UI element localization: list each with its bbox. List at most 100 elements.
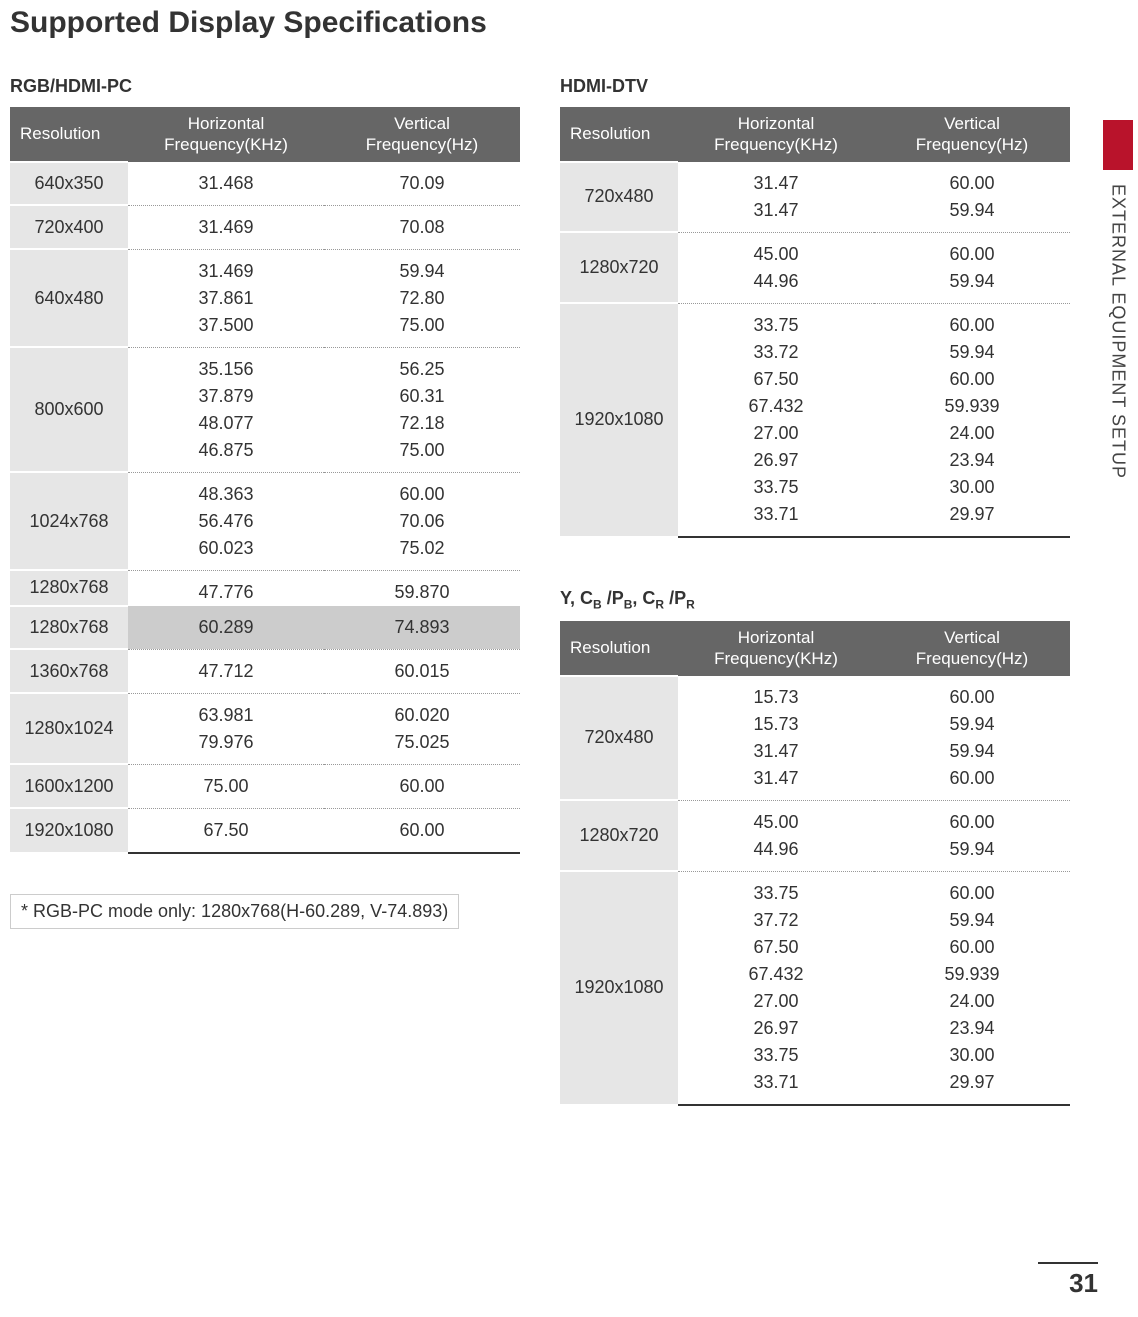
table-row: 1920x108067.5060.00 <box>10 808 520 853</box>
cell-vfreq: 60.00 70.06 75.02 <box>324 472 520 570</box>
col-resolution: Resolution <box>560 107 678 162</box>
col-vfreq: Vertical Frequency(Hz) <box>874 621 1070 676</box>
table-row: 1600x120075.0060.00 <box>10 764 520 808</box>
cell-resolution: 640x480 <box>10 249 128 347</box>
cell-vfreq: 60.00 59.94 <box>874 800 1070 871</box>
cell-resolution: 1280x720 <box>560 800 678 871</box>
cell-resolution: 720x480 <box>560 676 678 801</box>
hdmi-dtv-title: HDMI-DTV <box>560 76 1070 97</box>
col-vfreq: Vertical Frequency(Hz) <box>874 107 1070 162</box>
table-row: 1280x102463.981 79.97660.020 75.025 <box>10 693 520 764</box>
cell-vfreq: 60.00 59.94 59.94 60.00 <box>874 676 1070 801</box>
table-row: 1280x72045.00 44.9660.00 59.94 <box>560 800 1070 871</box>
section-label: EXTERNAL EQUIPMENT SETUP <box>1108 184 1129 479</box>
col-resolution: Resolution <box>560 621 678 676</box>
cell-resolution: 1280x768 <box>10 570 128 606</box>
cell-hfreq: 47.776 <box>128 570 324 606</box>
table-row: 1360x76847.71260.015 <box>10 649 520 693</box>
page-number: 31 <box>1038 1262 1098 1299</box>
cell-hfreq: 45.00 44.96 <box>678 800 874 871</box>
cell-hfreq: 47.712 <box>128 649 324 693</box>
rgb-hdmi-pc-title: RGB/HDMI-PC <box>10 76 520 97</box>
col-vfreq: Vertical Frequency(Hz) <box>324 107 520 162</box>
hdmi-dtv-table: Resolution Horizontal Frequency(KHz) Ver… <box>560 107 1070 538</box>
cell-vfreq: 60.020 75.025 <box>324 693 520 764</box>
cell-hfreq: 45.00 44.96 <box>678 232 874 303</box>
cell-resolution: 1920x1080 <box>560 871 678 1105</box>
right-column: HDMI-DTV Resolution Horizontal Frequency… <box>560 76 1070 1106</box>
table-row: 640x48031.469 37.861 37.50059.94 72.80 7… <box>10 249 520 347</box>
col-resolution: Resolution <box>10 107 128 162</box>
t: Y, C <box>560 588 593 608</box>
content-columns: RGB/HDMI-PC Resolution Horizontal Freque… <box>10 76 1098 1106</box>
cell-hfreq: 35.156 37.879 48.077 46.875 <box>128 347 324 472</box>
rgb-hdmi-pc-tbody: 640x35031.46870.09720x40031.46970.08640x… <box>10 162 520 853</box>
cell-vfreq: 70.08 <box>324 205 520 249</box>
cell-vfreq: 60.00 59.94 60.00 59.939 24.00 23.94 30.… <box>874 871 1070 1105</box>
cell-resolution: 1280x720 <box>560 232 678 303</box>
t: /P <box>664 588 686 608</box>
t: R <box>686 597 695 611</box>
table-row: 1280x76860.28974.893 <box>10 606 520 650</box>
cell-resolution: 720x400 <box>10 205 128 249</box>
table-row: 720x48031.47 31.4760.00 59.94 <box>560 162 1070 233</box>
col-hfreq: Horizontal Frequency(KHz) <box>678 107 874 162</box>
t: R <box>655 597 664 611</box>
cell-vfreq: 60.00 <box>324 808 520 853</box>
side-tab: EXTERNAL EQUIPMENT SETUP <box>1098 120 1138 479</box>
page-content: Supported Display Specifications RGB/HDM… <box>0 0 1138 1106</box>
cell-hfreq: 33.75 37.72 67.50 67.432 27.00 26.97 33.… <box>678 871 874 1105</box>
cell-resolution: 1280x1024 <box>10 693 128 764</box>
cell-vfreq: 56.25 60.31 72.18 75.00 <box>324 347 520 472</box>
left-column: RGB/HDMI-PC Resolution Horizontal Freque… <box>10 76 520 1106</box>
table-row: 640x35031.46870.09 <box>10 162 520 206</box>
rgb-hdmi-pc-table: Resolution Horizontal Frequency(KHz) Ver… <box>10 107 520 854</box>
cell-resolution: 1920x1080 <box>10 808 128 853</box>
table-row: 1920x108033.75 33.72 67.50 67.432 27.00 … <box>560 303 1070 537</box>
table-row: 720x40031.46970.08 <box>10 205 520 249</box>
hdmi-dtv-tbody: 720x48031.47 31.4760.00 59.941280x72045.… <box>560 162 1070 537</box>
table-row: 1920x108033.75 37.72 67.50 67.432 27.00 … <box>560 871 1070 1105</box>
cell-vfreq: 74.893 <box>324 606 520 650</box>
cell-hfreq: 31.468 <box>128 162 324 206</box>
cell-hfreq: 31.469 <box>128 205 324 249</box>
component-table: Resolution Horizontal Frequency(KHz) Ver… <box>560 621 1070 1106</box>
cell-vfreq: 59.94 72.80 75.00 <box>324 249 520 347</box>
cell-hfreq: 60.289 <box>128 606 324 650</box>
cell-hfreq: 31.469 37.861 37.500 <box>128 249 324 347</box>
side-marker <box>1103 120 1133 170</box>
cell-resolution: 640x350 <box>10 162 128 206</box>
cell-resolution: 800x600 <box>10 347 128 472</box>
cell-resolution: 1360x768 <box>10 649 128 693</box>
cell-hfreq: 67.50 <box>128 808 324 853</box>
cell-resolution: 1920x1080 <box>560 303 678 537</box>
cell-vfreq: 60.00 <box>324 764 520 808</box>
component-title: Y, CB /PB, CR /PR <box>560 588 1070 612</box>
cell-hfreq: 33.75 33.72 67.50 67.432 27.00 26.97 33.… <box>678 303 874 537</box>
table-row: 1280x72045.00 44.9660.00 59.94 <box>560 232 1070 303</box>
cell-vfreq: 70.09 <box>324 162 520 206</box>
cell-vfreq: 59.870 <box>324 570 520 606</box>
cell-hfreq: 48.363 56.476 60.023 <box>128 472 324 570</box>
table-row: 1280x76847.77659.870 <box>10 570 520 606</box>
table-row: 800x60035.156 37.879 48.077 46.87556.25 … <box>10 347 520 472</box>
cell-hfreq: 31.47 31.47 <box>678 162 874 233</box>
col-hfreq: Horizontal Frequency(KHz) <box>128 107 324 162</box>
cell-vfreq: 60.00 59.94 <box>874 232 1070 303</box>
page-title: Supported Display Specifications <box>10 0 1098 40</box>
cell-hfreq: 15.73 15.73 31.47 31.47 <box>678 676 874 801</box>
table-row: 1024x76848.363 56.476 60.02360.00 70.06 … <box>10 472 520 570</box>
col-hfreq: Horizontal Frequency(KHz) <box>678 621 874 676</box>
cell-resolution: 720x480 <box>560 162 678 233</box>
footnote: * RGB-PC mode only: 1280x768(H-60.289, V… <box>10 894 459 929</box>
cell-resolution: 1600x1200 <box>10 764 128 808</box>
cell-hfreq: 75.00 <box>128 764 324 808</box>
cell-vfreq: 60.00 59.94 <box>874 162 1070 233</box>
cell-hfreq: 63.981 79.976 <box>128 693 324 764</box>
table-row: 720x48015.73 15.73 31.47 31.4760.00 59.9… <box>560 676 1070 801</box>
t: /P <box>602 588 624 608</box>
cell-resolution: 1280x768 <box>10 606 128 650</box>
component-tbody: 720x48015.73 15.73 31.47 31.4760.00 59.9… <box>560 676 1070 1105</box>
t: , C <box>632 588 655 608</box>
t: B <box>593 597 602 611</box>
